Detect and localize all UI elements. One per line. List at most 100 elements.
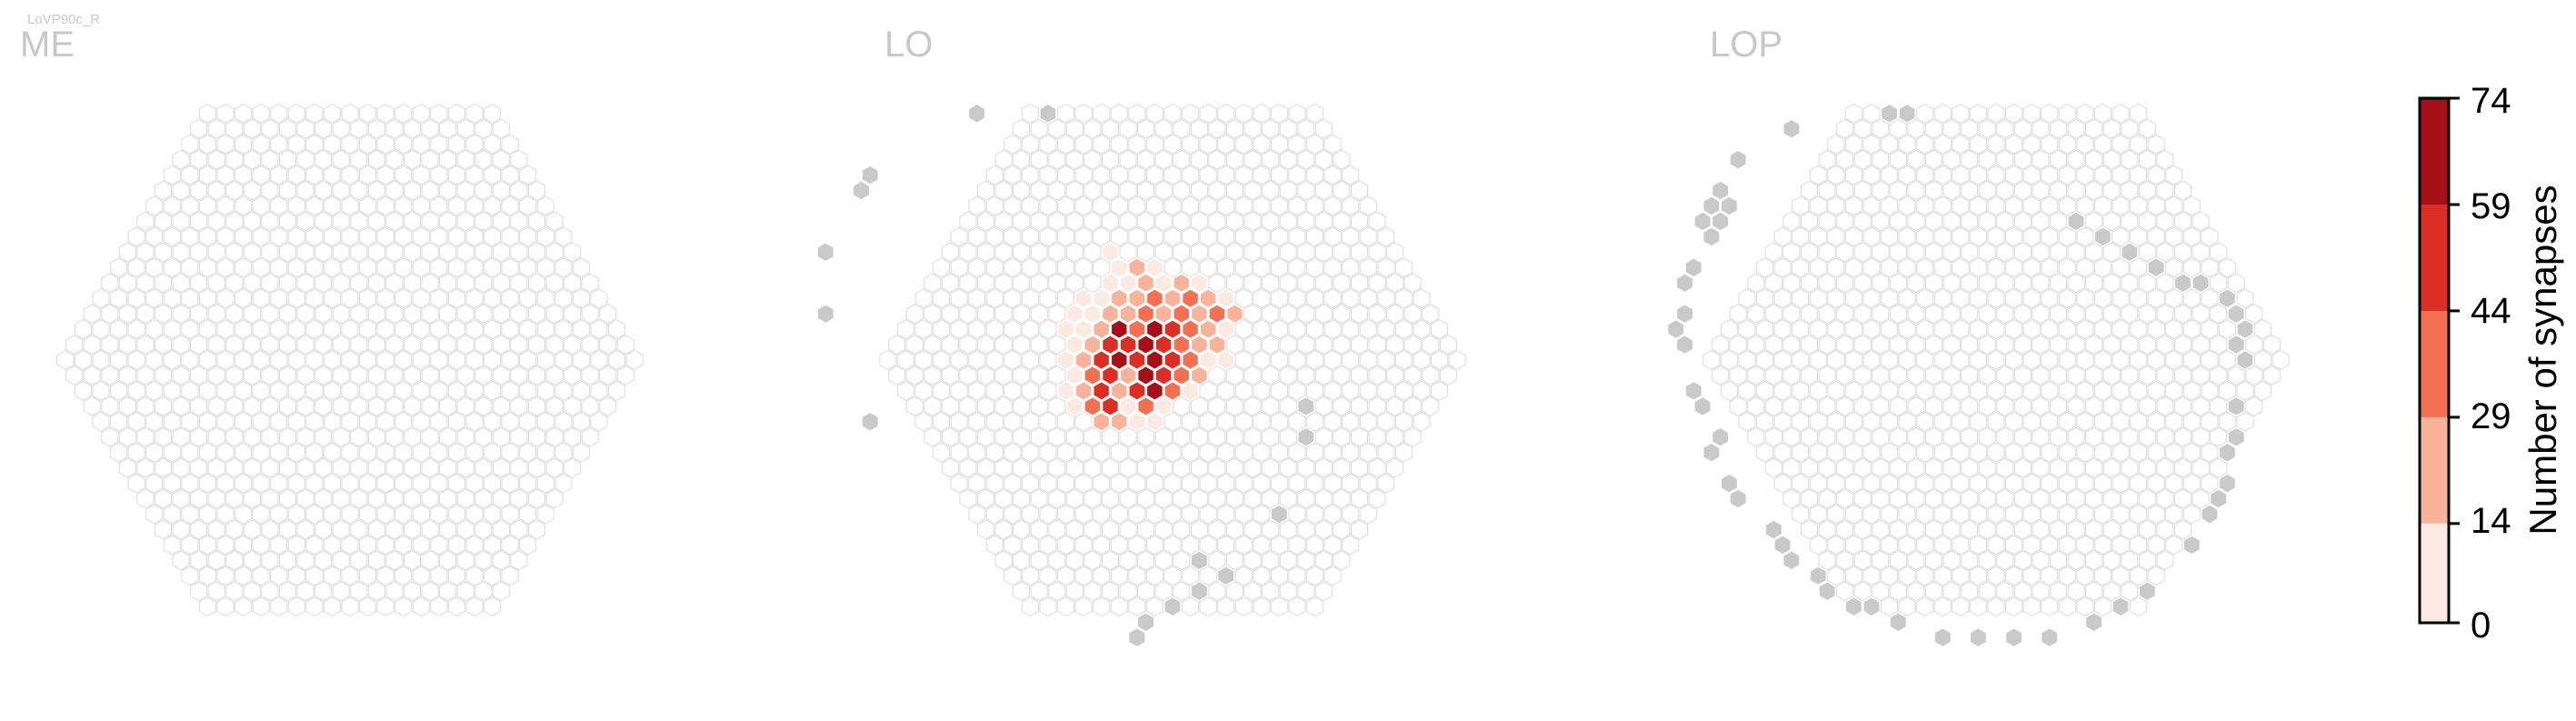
hex-cell <box>287 596 305 617</box>
hex-cell <box>1386 273 1404 294</box>
hex-cell <box>1279 211 1297 232</box>
hex-cell <box>439 519 457 540</box>
hex-cell-filled <box>1128 287 1146 309</box>
hex-cell-filled <box>1199 287 1217 309</box>
hex-cell <box>941 273 959 294</box>
hex-cell <box>1182 473 1200 494</box>
hex-cell <box>1102 488 1119 509</box>
hex-cell <box>1853 335 1872 355</box>
hex-cell <box>2076 319 2094 340</box>
hex-cell <box>1809 319 1827 340</box>
hex-cell <box>1386 366 1404 386</box>
hex-cell <box>1818 396 1836 416</box>
hex-cell <box>332 488 350 509</box>
hex-cell <box>1351 457 1368 478</box>
hex-cell <box>2041 319 2059 340</box>
hex-cell <box>1253 288 1271 309</box>
hex-cell <box>1297 118 1315 139</box>
hex-cell <box>1297 180 1315 201</box>
hex-cell <box>1306 535 1324 556</box>
hex-cell <box>1145 226 1163 247</box>
hex-cell <box>2005 596 2023 617</box>
hex-cell-filled <box>1119 272 1137 294</box>
hex-cell <box>1333 366 1351 386</box>
hex-cell <box>421 581 439 602</box>
hex-cell <box>1907 211 1925 232</box>
hex-cell-outside <box>1702 442 1721 463</box>
hex-cell <box>933 319 951 340</box>
hex-cell <box>2245 396 2263 416</box>
hex-cell <box>1729 366 1747 386</box>
hex-cell <box>2130 473 2148 494</box>
hex-cell <box>279 457 296 478</box>
hex-cell <box>1969 411 1987 432</box>
hex-cell <box>1907 488 1925 509</box>
hex-cell <box>1782 457 1801 478</box>
hex-cell <box>492 180 510 201</box>
hex-cell <box>190 335 208 355</box>
hex-cell <box>1234 380 1253 401</box>
hex-cell <box>235 319 253 340</box>
hex-cell <box>2005 103 2023 124</box>
hex-cell <box>101 366 119 386</box>
hex-cell <box>2130 411 2148 432</box>
hex-cell <box>155 396 172 416</box>
hex-cell <box>1764 335 1782 355</box>
hex-cell <box>1987 380 2005 401</box>
hex-cell <box>216 380 235 401</box>
hex-cell <box>968 319 986 340</box>
hex-cell <box>1836 180 1854 201</box>
hex-cell <box>367 149 385 170</box>
hex-cell <box>2085 550 2103 571</box>
hex-cell <box>1359 350 1377 370</box>
hex-cell <box>421 180 439 201</box>
hex-cell <box>456 211 474 232</box>
hex-cell <box>136 242 155 263</box>
hex-cell <box>1217 165 1235 185</box>
hex-cell <box>2076 566 2094 586</box>
hex-cell <box>905 335 924 355</box>
hex-cell <box>1048 366 1066 386</box>
hex-cell <box>1226 457 1243 478</box>
hex-cell <box>536 257 554 278</box>
hex-cell <box>2147 442 2165 463</box>
hex-cell <box>456 273 474 294</box>
hex-cell <box>1889 550 1907 571</box>
hex-cell <box>1881 319 1899 340</box>
hex-cell <box>1288 134 1306 155</box>
hex-cell <box>1182 442 1200 463</box>
hex-cell <box>501 473 519 494</box>
hex-cell <box>385 242 404 263</box>
hex-cell <box>1377 288 1395 309</box>
hex-cell <box>1368 457 1386 478</box>
hex-cell <box>1889 519 1907 540</box>
hex-cell <box>359 134 377 155</box>
hex-cell <box>145 288 164 309</box>
hex-cell <box>110 257 128 278</box>
hex-cell <box>394 596 413 617</box>
hex-cell <box>1809 226 1827 247</box>
hex-cell <box>572 319 590 340</box>
hex-cell <box>484 442 502 463</box>
hex-cell-filled <box>1065 303 1084 325</box>
hex-cell <box>2013 581 2032 602</box>
hex-cell <box>1872 180 1890 201</box>
hex-cell <box>465 380 484 401</box>
hex-cell <box>1199 504 1217 525</box>
hex-cell <box>2022 288 2041 309</box>
hex-cell <box>1836 366 1854 386</box>
hex-cell <box>484 566 502 586</box>
hex-cell <box>1809 442 1827 463</box>
hex-cell <box>474 149 493 170</box>
hex-cell <box>2156 550 2174 571</box>
hex-cell <box>2005 134 2023 155</box>
hex-cell <box>456 366 474 386</box>
hex-cell <box>447 319 465 340</box>
hex-cell <box>2121 149 2139 170</box>
hex-cell <box>243 366 261 386</box>
hex-cell <box>394 319 413 340</box>
hex-cell <box>350 242 368 263</box>
hex-cell <box>924 273 942 294</box>
hex-cell <box>1119 149 1137 170</box>
hex-cell <box>430 566 448 586</box>
